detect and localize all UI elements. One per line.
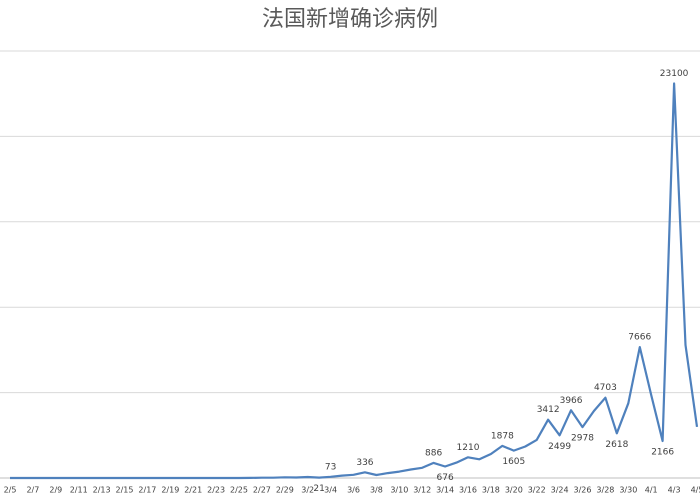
data-label: 7666 <box>628 333 651 343</box>
x-tick-label: 2/7 <box>26 486 39 495</box>
x-tick-label: 2/17 <box>138 486 156 495</box>
data-label: 73 <box>325 462 336 472</box>
data-label: 1605 <box>502 457 525 467</box>
data-label: 1210 <box>457 443 480 453</box>
x-tick-label: 3/4 <box>324 486 337 495</box>
data-label: 4703 <box>594 383 617 393</box>
x-tick-label: 2/5 <box>4 486 17 495</box>
x-tick-label: 4/5 <box>691 486 700 495</box>
data-line <box>10 82 699 480</box>
data-label: 886 <box>425 448 442 458</box>
x-tick-label: 4/3 <box>668 486 681 495</box>
data-label: 2499 <box>548 442 571 452</box>
x-tick-label: 2/19 <box>161 486 179 495</box>
x-tick-label: 2/11 <box>70 486 88 495</box>
x-tick-label: 3/2 <box>301 486 314 495</box>
data-label: 23100 <box>660 69 689 79</box>
x-tick-label: 3/28 <box>596 486 614 495</box>
x-tick-label: 3/16 <box>459 486 477 495</box>
x-tick-label: 2/15 <box>116 486 134 495</box>
data-label: 3966 <box>560 396 583 406</box>
data-label: 2618 <box>605 440 628 450</box>
x-tick-label: 3/8 <box>370 486 383 495</box>
x-tick-label: 3/22 <box>528 486 546 495</box>
x-tick-label: 3/14 <box>436 486 454 495</box>
x-tick-label: 3/10 <box>390 486 408 495</box>
x-tick-label: 2/25 <box>230 486 248 495</box>
data-label: 3412 <box>537 405 560 415</box>
x-tick-label: 2/27 <box>253 486 271 495</box>
x-tick-label: 3/24 <box>551 486 569 495</box>
data-label: 336 <box>356 458 373 468</box>
x-tick-label: 3/18 <box>482 486 500 495</box>
data-label: 21 <box>313 484 324 494</box>
x-tick-label: 3/20 <box>505 486 523 495</box>
data-label: 2166 <box>651 448 674 458</box>
x-tick-label: 2/23 <box>207 486 225 495</box>
data-label: 1878 <box>491 431 514 441</box>
data-label: 2978 <box>571 434 594 444</box>
x-tick-label: 3/6 <box>347 486 360 495</box>
x-tick-label: 4/1 <box>645 486 658 495</box>
x-tick-label: 3/26 <box>574 486 592 495</box>
chart-title: 法国新增确诊病例 <box>262 7 438 32</box>
x-tick-label: 2/13 <box>93 486 111 495</box>
x-tick-label: 3/30 <box>619 486 637 495</box>
x-tick-label: 2/21 <box>184 486 202 495</box>
x-tick-label: 2/29 <box>276 486 294 495</box>
x-tick-label: 3/12 <box>413 486 431 495</box>
x-tick-label: 2/9 <box>49 486 62 495</box>
data-label: 676 <box>437 473 454 483</box>
